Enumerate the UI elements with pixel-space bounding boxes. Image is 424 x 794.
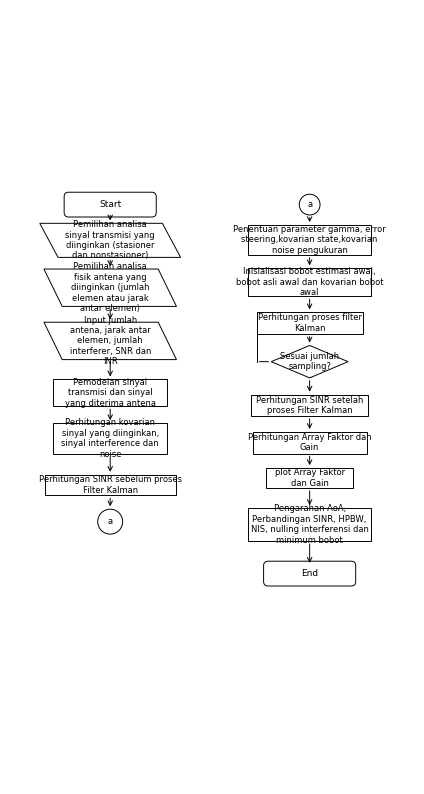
Text: Perhitungan kovarian
sinyal yang diinginkan,
sinyal interference dan
noise: Perhitungan kovarian sinyal yang diingin… [61,418,159,459]
Text: a: a [307,200,312,209]
Text: Input jumlah
antena, jarak antar
elemen, jumlah
interferer, SNR dan
INR: Input jumlah antena, jarak antar elemen,… [70,315,151,366]
Circle shape [98,509,123,534]
Text: Inisialisasi bobot estimasi awal,
bobot asli awal dan kovarian bobot
awal: Inisialisasi bobot estimasi awal, bobot … [236,268,383,297]
Bar [53,423,167,454]
Polygon shape [44,322,176,360]
Text: Perhitungan SINR sebelum proses
Filter Kalman: Perhitungan SINR sebelum proses Filter K… [39,476,182,495]
Polygon shape [271,345,348,378]
Text: Pengarahan AoA,
Perbandingan SINR, HPBW,
NIS, nulling interferensi dan
minimum b: Pengarahan AoA, Perbandingan SINR, HPBW,… [251,504,368,545]
FancyBboxPatch shape [264,561,356,586]
FancyBboxPatch shape [64,192,156,217]
Bar [45,475,176,495]
Text: Perhitungan SINR setelah
proses Filter Kalman: Perhitungan SINR setelah proses Filter K… [256,395,363,415]
Text: Pemilihan analisa
sinyal transmisi yang
diinginkan (stasioner
dan nonstasioner): Pemilihan analisa sinyal transmisi yang … [65,220,155,260]
Text: End: End [301,569,318,578]
Bar [248,225,371,255]
Bar [266,468,353,488]
Text: Pemilihan analisa
fisik antena yang
diinginkan (jumlah
elemen atau jarak
antar e: Pemilihan analisa fisik antena yang diin… [71,263,149,313]
Text: Start: Start [99,200,121,209]
Bar [253,432,367,453]
Polygon shape [40,223,181,257]
Bar [251,395,368,416]
Text: Penentuan parameter gamma, error
steering,kovarian state,kovarian
noise pengukur: Penentuan parameter gamma, error steerin… [233,225,386,255]
Text: a: a [108,517,113,526]
Text: plot Array Faktor
dan Gain: plot Array Faktor dan Gain [275,468,345,488]
Bar [257,312,363,333]
Polygon shape [44,269,176,306]
Circle shape [299,195,320,215]
Text: Perhitungan Array Faktor dan
Gain: Perhitungan Array Faktor dan Gain [248,433,371,453]
Text: Pemodelan sinyal
transmisi dan sinyal
yang diterima antena: Pemodelan sinyal transmisi dan sinyal ya… [65,378,156,408]
Bar [53,380,167,407]
Text: Sesuai jumlah
sampling?: Sesuai jumlah sampling? [280,352,339,372]
Text: Perhitungan proses filter
Kalman: Perhitungan proses filter Kalman [258,314,362,333]
Bar [248,268,371,296]
Bar [248,508,371,542]
